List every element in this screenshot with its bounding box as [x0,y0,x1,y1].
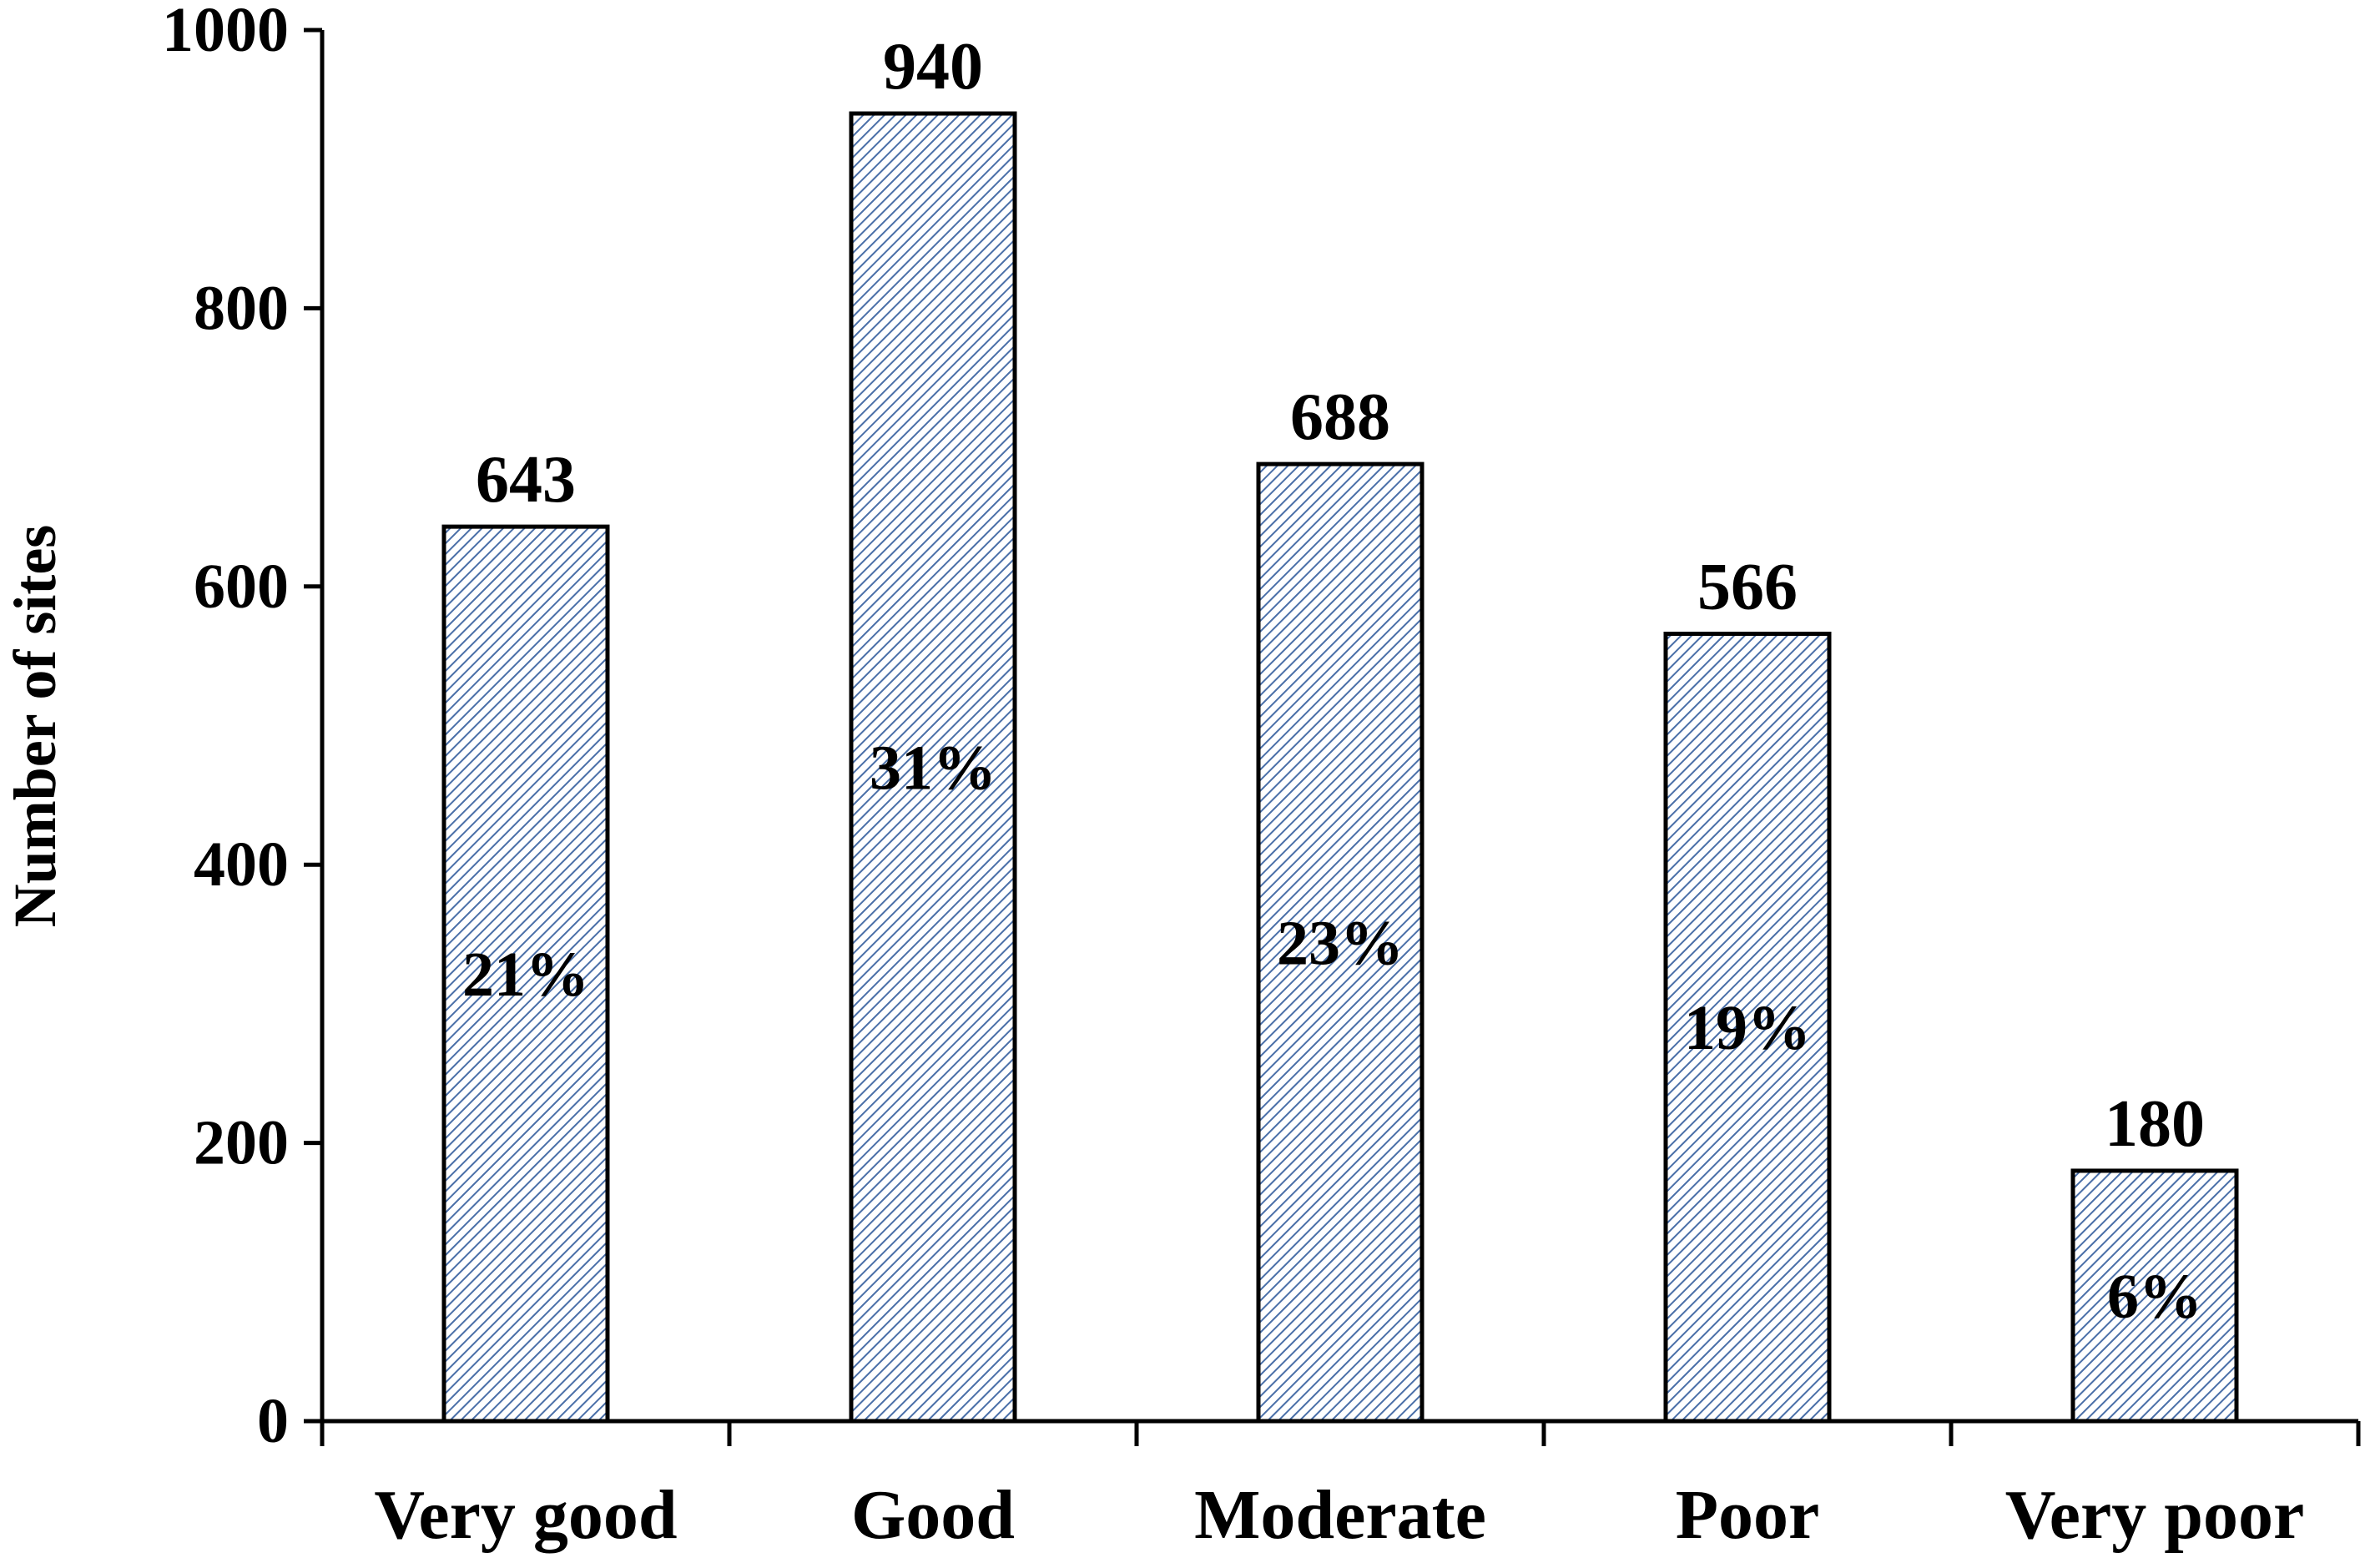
y-tick-label: 600 [194,552,289,622]
x-category-label: Moderate [1194,1476,1486,1554]
x-axis: Very good Good Moderate Poor Very poor [320,1419,2361,1554]
y-tick-label: 0 [257,1386,289,1456]
y-tick-label: 800 [194,273,289,343]
bar-value-label: 688 [1290,381,1390,454]
bar-percent-label: 23% [1277,909,1404,979]
bar-percent-label: 19% [1684,993,1811,1063]
bar [1256,461,1425,1424]
x-category-label: Poor [1676,1476,1820,1554]
bar [1663,631,1832,1424]
bar-value-label: 643 [476,443,576,517]
bar-value-label: 180 [2105,1087,2205,1161]
bars: 643 21% 940 31% 688 23% 566 19% 180 6% [441,30,2239,1424]
bar [2070,1168,2239,1424]
bar [849,111,1017,1424]
bar-value-label: 566 [1697,550,1798,623]
y-tick-label: 1000 [162,0,289,65]
x-category-label: Good [851,1476,1015,1554]
y-tick-label: 200 [194,1108,289,1178]
bar-percent-label: 21% [462,940,589,1010]
x-category-label: Very poor [2005,1476,2305,1554]
bar [441,524,610,1424]
bar-value-label: 940 [883,30,983,103]
bar-percent-label: 31% [870,734,996,804]
x-category-label: Very good [374,1476,677,1554]
bar-percent-label: 6% [2107,1262,2202,1332]
y-axis-title: Number of sites [2,525,68,928]
y-tick-label: 400 [194,829,289,900]
y-axis: 0 200 400 600 800 1000 [162,0,325,1456]
